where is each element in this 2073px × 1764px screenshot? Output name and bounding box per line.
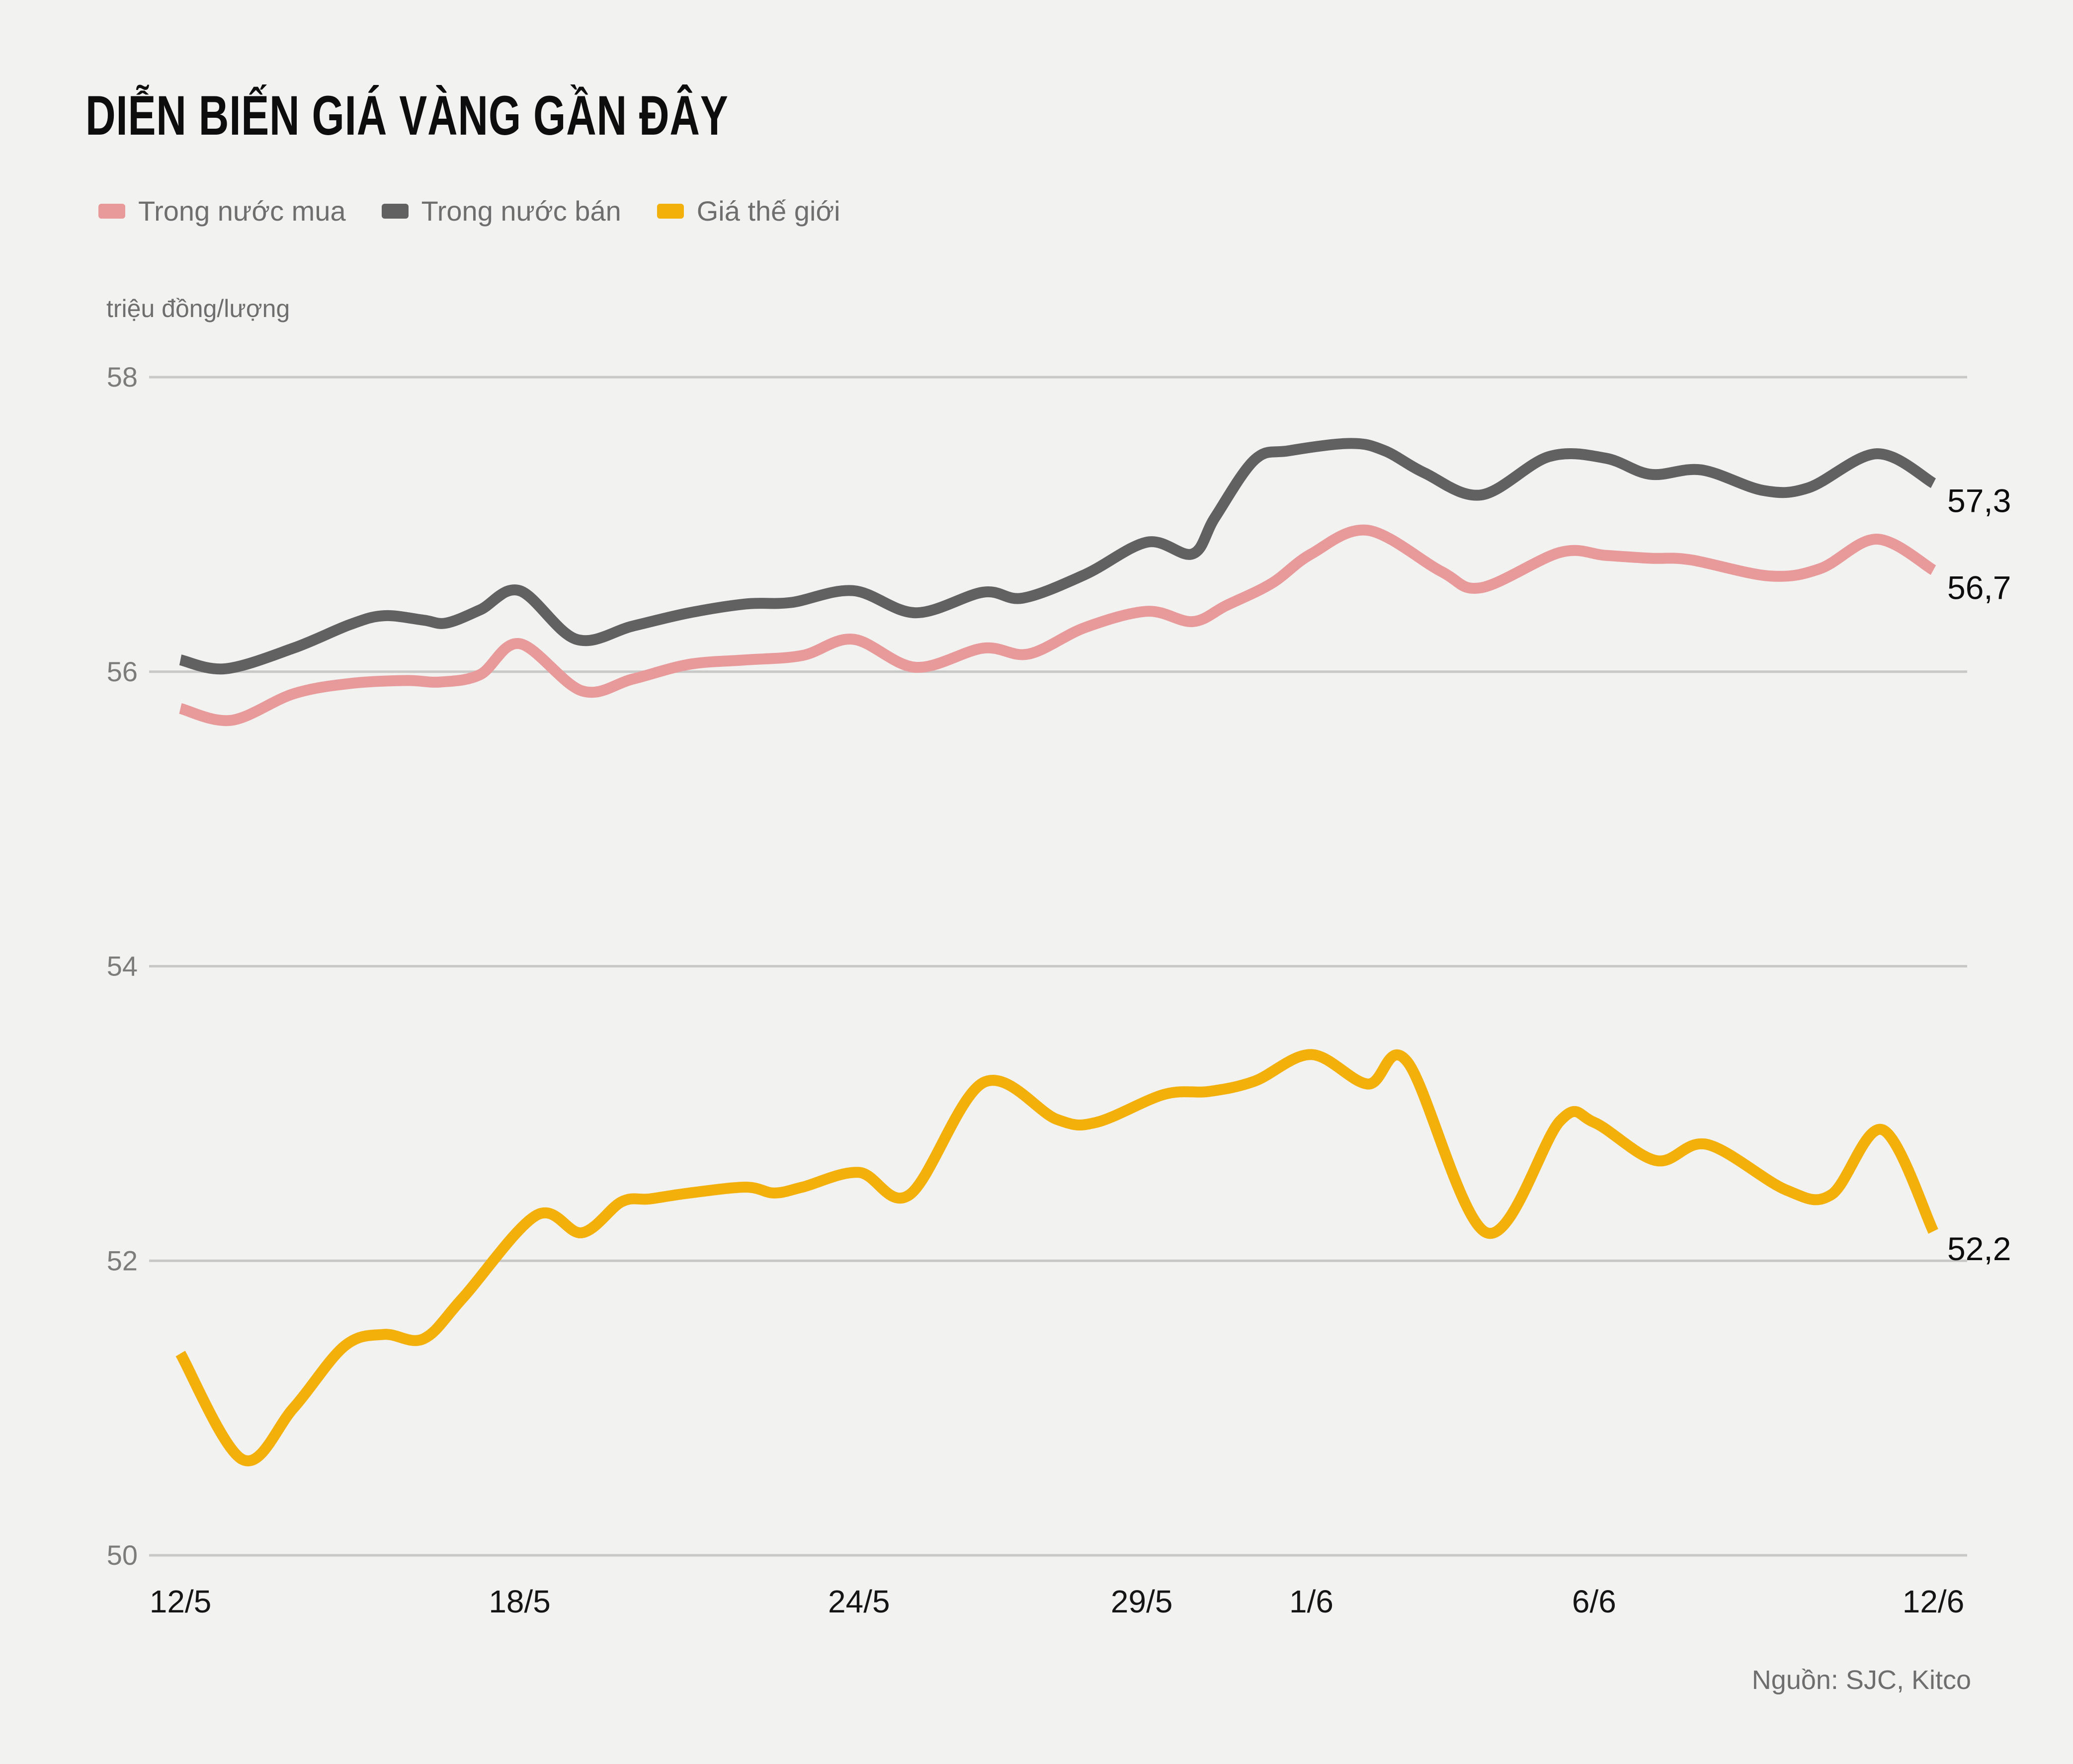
legend-item-world-price: Giá thế giới <box>657 195 840 227</box>
end-value-label-57-3: 57,3 <box>1947 482 2011 519</box>
x-tick-label-18-5: 18/5 <box>489 1584 551 1619</box>
series-line-trong-nước-mua <box>178 524 1936 726</box>
x-tick-label-12-6: 12/6 <box>1903 1584 1965 1619</box>
legend-swatch-gray <box>381 203 409 219</box>
y-axis-unit-label: triệu đồng/lượng <box>106 295 290 322</box>
y-tick-label-50: 50 <box>107 1539 138 1571</box>
legend-label: Giá thế giới <box>696 195 840 227</box>
end-value-label-52-2: 52,2 <box>1947 1230 2011 1267</box>
legend-swatch-pink <box>98 203 125 219</box>
y-tick-label-58: 58 <box>107 361 138 393</box>
x-tick-label-29-5: 29/5 <box>1111 1584 1173 1619</box>
series-line-giá-thế-giới <box>175 1049 1938 1466</box>
legend-item-domestic-buy: Trong nước mua <box>98 195 346 227</box>
source-credit: Nguồn: SJC, Kitco <box>1751 1665 1971 1695</box>
legend: Trong nước mua Trong nước bán Giá thế gi… <box>98 195 840 227</box>
x-tick-label-24-5: 24/5 <box>828 1584 890 1619</box>
series-line-trong-nước-bán <box>179 438 1936 675</box>
legend-item-domestic-sell: Trong nước bán <box>381 195 621 227</box>
x-tick-label-12-5: 12/5 <box>150 1584 212 1619</box>
end-value-label-56-7: 56,7 <box>1947 569 2011 606</box>
page-title: DIỄN BIẾN GIÁ VÀNG GẦN ĐÂY <box>85 84 729 147</box>
legend-label: Trong nước bán <box>421 195 621 227</box>
y-tick-label-56: 56 <box>107 656 138 687</box>
y-tick-label-54: 54 <box>107 951 138 982</box>
legend-label: Trong nước mua <box>138 195 346 227</box>
y-tick-label-52: 52 <box>107 1245 138 1276</box>
x-tick-label-1-6: 1/6 <box>1289 1584 1333 1619</box>
legend-swatch-yellow <box>657 203 684 219</box>
x-tick-label-6-6: 6/6 <box>1572 1584 1616 1619</box>
